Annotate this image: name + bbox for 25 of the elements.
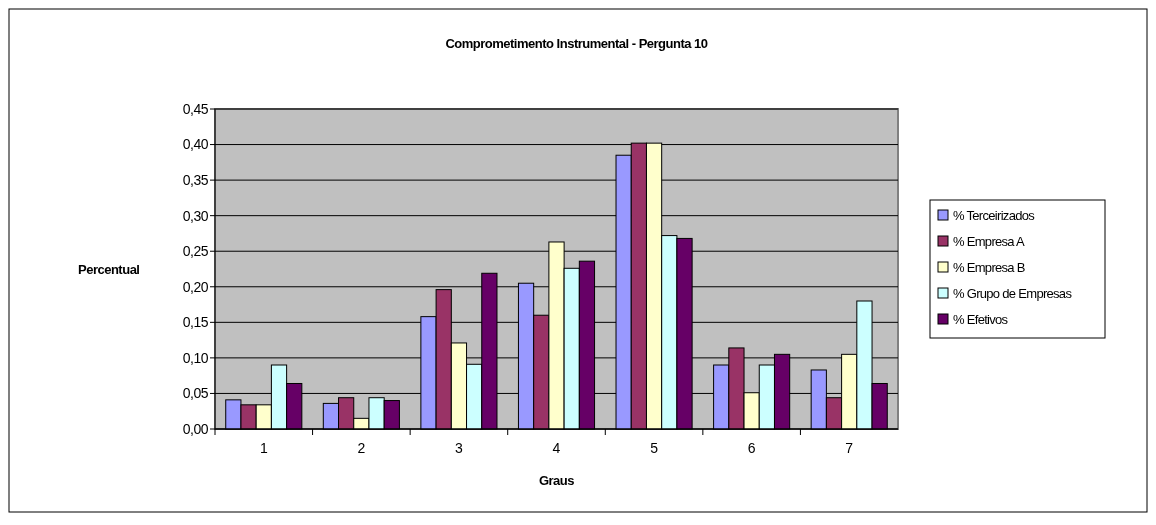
x-tick-label: 5	[650, 440, 659, 456]
x-tick-label: 4	[552, 440, 561, 456]
y-tick-label: 0,25	[182, 243, 209, 260]
y-tick-label: 0,15	[182, 314, 209, 331]
x-tick-label: 6	[747, 440, 756, 456]
y-tick-label: 0,20	[182, 278, 209, 295]
y-tick-label: 0,35	[182, 172, 209, 189]
y-axis-title: Percentual	[78, 262, 140, 277]
y-tick-label: 0,40	[182, 136, 209, 153]
x-tick-label: 1	[259, 440, 268, 456]
y-tick-label: 0,10	[182, 349, 209, 366]
x-axis-title: Graus	[538, 473, 575, 488]
legend-label: % Efetivos	[953, 312, 1009, 327]
legend-label: % Empresa B	[953, 260, 1025, 275]
legend-label: % Empresa A	[953, 234, 1026, 249]
legend-label: % Terceirizados	[953, 208, 1036, 223]
chart-title: Comprometimento Instrumental - Pergunta 10	[445, 36, 708, 51]
y-tick-label: 0,30	[182, 207, 209, 224]
y-tick-label: 0,00	[182, 420, 209, 437]
x-tick-label: 3	[455, 440, 464, 456]
y-tick-label: 0,05	[182, 385, 209, 402]
y-tick-label: 0,45	[182, 100, 209, 117]
legend-label: % Grupo de Empresas	[953, 286, 1073, 301]
x-tick-label: 2	[357, 440, 366, 456]
x-tick-label: 7	[845, 440, 854, 456]
